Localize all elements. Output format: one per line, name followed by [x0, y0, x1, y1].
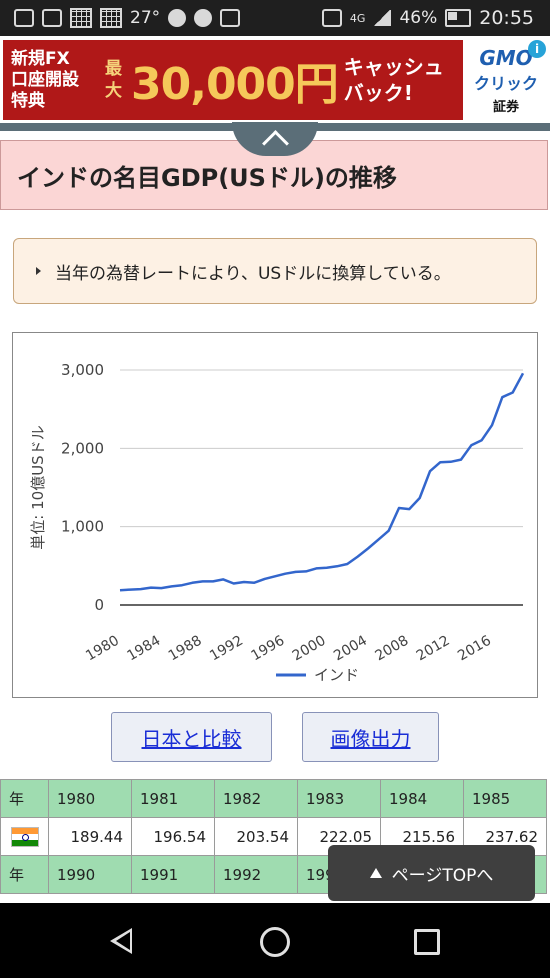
year-label-cell: 年	[0, 779, 49, 818]
back-icon[interactable]	[110, 928, 132, 954]
navigation-bar	[0, 903, 550, 978]
clock: 20:55	[479, 7, 534, 29]
legend-label: インド	[314, 666, 359, 684]
x-tick-label: 1980	[83, 633, 122, 665]
chevron-up-icon	[262, 130, 289, 157]
y-tick-label: 1,000	[61, 518, 104, 536]
y-axis-label: 単位: 10億USドル	[29, 425, 47, 549]
year-label-cell: 年	[0, 855, 49, 894]
x-tick-label: 2012	[414, 633, 453, 665]
ad-info-icon[interactable]: i	[528, 40, 546, 58]
y-tick-label: 3,000	[61, 361, 104, 379]
year-cell: 1980	[48, 779, 132, 818]
x-tick-label: 2000	[290, 633, 329, 665]
bullet-icon	[36, 267, 41, 275]
x-tick-label: 1996	[248, 633, 287, 665]
page-title: インドの名目GDP(USドル)の推移	[17, 163, 397, 192]
x-tick-label: 1984	[124, 633, 163, 665]
year-cell: 1985	[463, 779, 547, 818]
y-tick-label: 2,000	[61, 439, 104, 457]
x-tick-label: 1992	[207, 633, 246, 665]
year-cell: 1990	[48, 855, 132, 894]
note-text: 当年の為替レートにより、USドルに換算している。	[55, 263, 451, 284]
compare-japan-button[interactable]: 日本と比較	[111, 712, 272, 762]
network-type: 4G	[349, 11, 366, 25]
year-cell: 1983	[297, 779, 381, 818]
weather-icon	[168, 9, 187, 27]
year-cell: 1984	[380, 779, 464, 818]
ad-content[interactable]: 新規FX 口座開設 特典 最大 30,000円 キャッシュ バック!	[3, 40, 463, 120]
ad-left-text: 新規FX 口座開設 特典	[11, 48, 79, 111]
calendar-icon	[70, 8, 92, 28]
year-cell: 1982	[214, 779, 298, 818]
gdp-chart: 0 1,000 2,000 3,000 1980 1984 1988 1992 1996 2000…	[12, 332, 538, 698]
value-cell: 203.54	[214, 817, 298, 856]
note-box: 当年の為替レートにより、USドルに換算している。	[13, 238, 537, 304]
flag-cell	[0, 817, 49, 856]
x-tick-label: 1988	[166, 633, 205, 665]
arrow-up-icon	[369, 868, 382, 878]
x-tick-label: 2008	[372, 633, 411, 665]
india-flag-icon	[10, 826, 39, 847]
image-icon	[220, 9, 241, 27]
value-cell: 189.44	[48, 817, 132, 856]
battery-percent: 46%	[399, 8, 438, 28]
x-tick-label: 2016	[455, 633, 494, 665]
x-tick-label: 2004	[331, 633, 370, 665]
ad-cashback: キャッシュ バック!	[343, 55, 444, 105]
year-cell: 1992	[214, 855, 298, 894]
temperature: 27°	[130, 8, 161, 28]
status-bar: 27° 4G 46% 20:55	[0, 0, 550, 36]
calendar-icon-2	[100, 8, 122, 28]
message-icon	[14, 9, 34, 27]
image-output-button[interactable]: 画像出力	[302, 712, 439, 762]
contact-icon	[42, 9, 62, 27]
battery-icon	[445, 9, 472, 27]
home-icon[interactable]	[260, 927, 290, 957]
year-cell: 1981	[131, 779, 215, 818]
voicemail-icon	[321, 9, 342, 27]
upload-icon	[194, 9, 213, 27]
signal-icon	[373, 10, 392, 26]
y-tick-label: 0	[94, 596, 104, 614]
year-cell: 1991	[131, 855, 215, 894]
chart-svg: 0 1,000 2,000 3,000 1980 1984 1988 1992 1996 2000…	[29, 361, 525, 684]
recent-apps-icon[interactable]	[414, 929, 440, 955]
series-line-india	[119, 372, 525, 592]
year-row: 年 1980 1981 1982 1983 1984 1985	[0, 779, 547, 818]
ad-max-label: 最大	[105, 59, 122, 101]
ad-banner[interactable]: 新規FX 口座開設 特典 最大 30,000円 キャッシュ バック! GMO ク…	[0, 36, 550, 122]
page-top-button[interactable]: ページTOPへ	[328, 845, 535, 901]
ad-amount: 30,000円	[131, 59, 339, 110]
value-cell: 196.54	[131, 817, 215, 856]
